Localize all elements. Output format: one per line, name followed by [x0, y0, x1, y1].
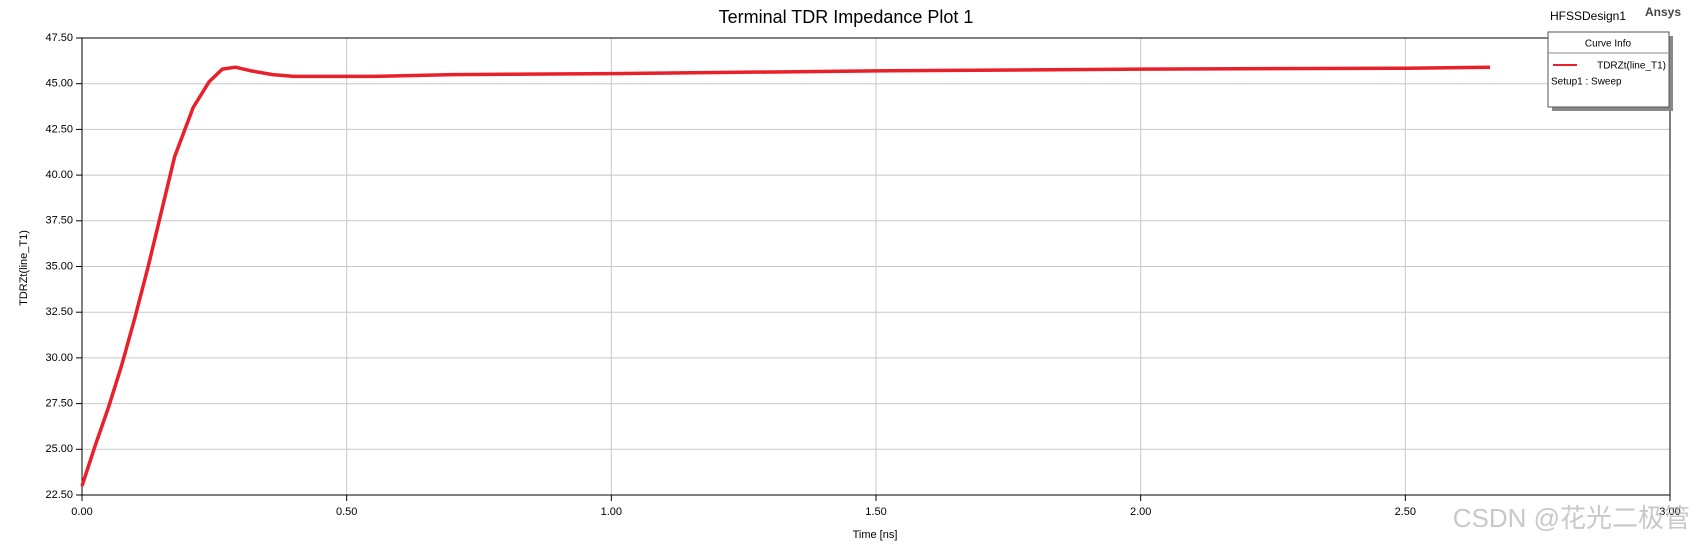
y-tick-label: 27.50	[45, 398, 73, 410]
y-tick-label: 32.50	[45, 306, 73, 318]
y-tick-label: 25.00	[45, 443, 73, 455]
x-tick-label: 2.50	[1395, 506, 1416, 518]
y-tick-label: 47.50	[45, 32, 73, 44]
x-tick-label: 1.00	[601, 506, 622, 518]
watermark: CSDN @花光二极管	[1453, 503, 1690, 533]
legend-title: Curve Info	[1585, 39, 1632, 50]
x-tick-label: 2.00	[1130, 506, 1151, 518]
y-tick-label: 40.00	[45, 169, 73, 181]
y-tick-label: 30.00	[45, 352, 73, 364]
data-line	[80, 65, 1491, 487]
x-tick-label: 3.00	[1659, 506, 1680, 518]
y-tick-label: 35.00	[45, 260, 73, 272]
design-name: HFSSDesign1	[1550, 9, 1626, 23]
x-tick-label: 0.00	[71, 506, 92, 518]
y-tick-label: 22.50	[45, 489, 73, 501]
legend-box	[1547, 31, 1670, 108]
chart-title: Terminal TDR Impedance Plot 1	[719, 7, 974, 27]
legend-label: TDRZt(line_T1)	[1597, 61, 1666, 72]
x-tick-label: 0.50	[336, 506, 357, 518]
brand: Ansys	[1645, 5, 1681, 19]
y-tick-label: 42.50	[45, 123, 73, 135]
y-tick-label: 37.50	[45, 215, 73, 227]
x-tick-label: 1.50	[865, 506, 886, 518]
x-axis-label: Time [ns]	[853, 529, 898, 541]
y-axis-label: TDRZt(line_T1)	[18, 230, 30, 306]
legend-note: Setup1 : Sweep	[1551, 77, 1622, 88]
y-tick-label: 45.00	[45, 78, 73, 90]
